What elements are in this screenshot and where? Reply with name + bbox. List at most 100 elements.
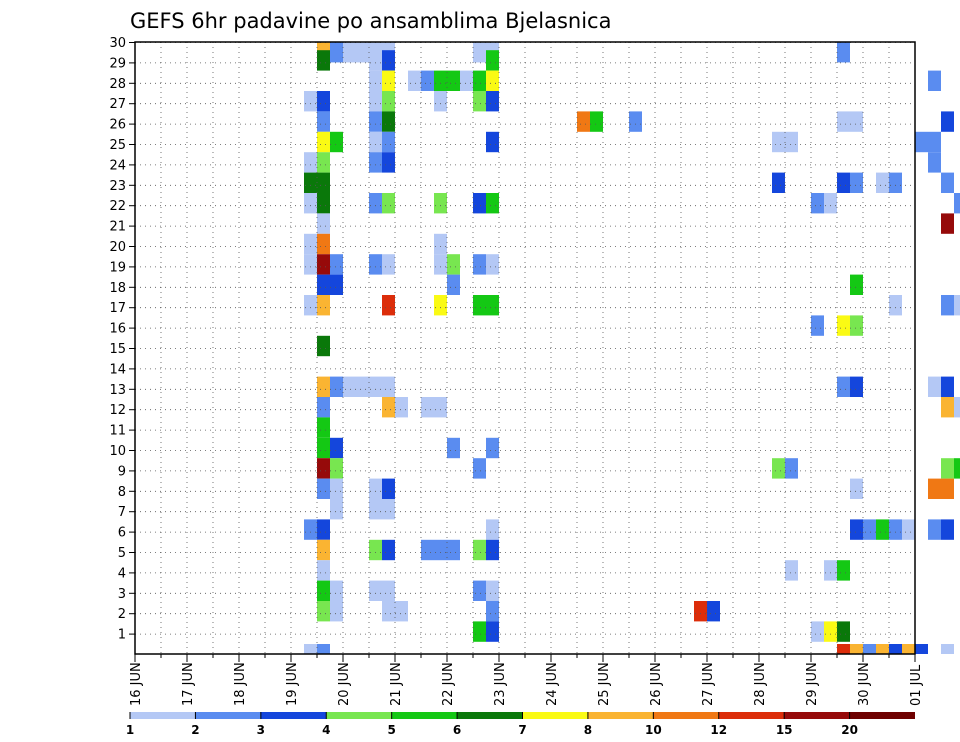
heatmap-cell <box>473 193 486 214</box>
heatmap-cell <box>317 233 330 255</box>
heatmap-cell <box>928 376 941 397</box>
heatmap-cell <box>486 70 499 91</box>
heatmap-cell <box>837 315 850 336</box>
heatmap-cell <box>330 254 343 275</box>
colorbar-label: 8 <box>584 723 592 737</box>
x-tick-label: 27 JUN <box>701 662 716 706</box>
colorbar-swatch <box>653 712 719 719</box>
heatmap-cell <box>447 437 460 459</box>
heatmap-cell <box>317 111 330 132</box>
x-tick-label: 24 JUN <box>545 662 560 706</box>
colorbar-label: 20 <box>841 723 858 737</box>
chart-title: GEFS 6hr padavine po ansamblima Bjelasni… <box>130 9 611 33</box>
heatmap-cell <box>915 644 928 654</box>
heatmap-cell <box>486 437 499 459</box>
y-tick-label: 13 <box>109 383 126 398</box>
heatmap-cell <box>317 644 330 654</box>
colorbar-label: 5 <box>387 723 395 737</box>
heatmap-cell <box>850 111 863 132</box>
heatmap-cell <box>824 621 837 642</box>
y-tick-label: 20 <box>109 240 126 255</box>
heatmap-cell <box>941 519 954 540</box>
x-tick-label: 28 JUN <box>753 662 768 706</box>
y-tick-label: 23 <box>109 179 126 194</box>
heatmap-cell <box>343 42 356 63</box>
heatmap-cell <box>941 644 954 654</box>
heatmap-cell <box>317 397 330 418</box>
heatmap-cell <box>473 580 486 601</box>
x-tick-label: 01 JUL <box>909 664 924 706</box>
heatmap-cell <box>408 70 421 91</box>
heatmap-cell <box>421 397 434 418</box>
colorbar-swatch <box>260 712 327 719</box>
heatmap-cell <box>941 295 954 316</box>
heatmap-cell <box>369 131 382 153</box>
colorbar-swatch <box>130 712 196 719</box>
heatmap-cells <box>304 42 960 654</box>
x-tick-label: 29 JUN <box>805 662 820 706</box>
x-tick-label: 26 JUN <box>649 662 664 706</box>
heatmap-cell <box>317 560 330 581</box>
heatmap-cell <box>369 152 382 173</box>
colorbar-label: 6 <box>453 723 461 737</box>
heatmap-cell <box>902 519 915 540</box>
heatmap-cell <box>486 580 499 601</box>
heatmap-cell <box>954 193 960 214</box>
heatmap-cell <box>382 478 395 499</box>
heatmap-cell <box>330 458 343 479</box>
heatmap-cell <box>330 437 343 459</box>
heatmap-cell <box>850 519 863 540</box>
heatmap-cell <box>356 42 369 63</box>
heatmap-cell <box>304 152 317 173</box>
heatmap-cell <box>317 193 330 214</box>
heatmap-cell <box>382 131 395 153</box>
y-tick-label: 22 <box>109 199 126 214</box>
heatmap-cell <box>317 376 330 397</box>
heatmap-cell <box>369 111 382 132</box>
heatmap-cell <box>837 42 850 63</box>
heatmap-cell <box>382 397 395 418</box>
y-tick-label: 29 <box>109 56 126 71</box>
heatmap-cell <box>473 621 486 642</box>
colorbar-label: 7 <box>518 723 526 737</box>
colorbar-label: 10 <box>645 723 662 737</box>
y-tick-label: 30 <box>109 36 126 51</box>
heatmap-cell <box>447 254 460 275</box>
heatmap-cell <box>343 376 356 397</box>
colorbar: 1 2 3 4 5 6 7 8 10 12 15 20 <box>126 712 915 737</box>
heatmap-cell <box>850 376 863 397</box>
heatmap-cell <box>447 274 460 295</box>
heatmap-cell <box>317 519 330 540</box>
heatmap-cell <box>902 644 915 654</box>
heatmap-cell <box>941 111 954 132</box>
heatmap-cell <box>447 539 460 561</box>
heatmap-cell <box>330 131 343 153</box>
heatmap-cell <box>850 478 863 499</box>
y-tick-label: 17 <box>109 301 126 316</box>
heatmap-cell <box>785 131 798 153</box>
heatmap-cell <box>486 519 499 540</box>
heatmap-cell <box>486 539 499 561</box>
heatmap-cell <box>382 539 395 561</box>
heatmap-cell <box>434 70 447 91</box>
heatmap-cell <box>928 478 941 499</box>
y-tick-label: 8 <box>118 485 126 500</box>
heatmap-cell <box>369 50 382 71</box>
heatmap-cell <box>837 621 850 642</box>
heatmap-cell <box>889 519 902 540</box>
y-tick-label: 10 <box>109 444 126 459</box>
heatmap-cell <box>473 458 486 479</box>
heatmap-cell <box>317 417 330 438</box>
heatmap-cell <box>330 478 343 499</box>
heatmap-cell <box>317 295 330 316</box>
heatmap-cell <box>382 499 395 520</box>
heatmap-cell <box>369 539 382 561</box>
heatmap-cell <box>941 458 954 479</box>
heatmap-cell <box>434 254 447 275</box>
heatmap-cell <box>941 397 954 418</box>
heatmap-cell <box>369 254 382 275</box>
heatmap-cell <box>304 172 317 193</box>
heatmap-cell <box>447 70 460 91</box>
y-tick-label: 14 <box>109 362 126 377</box>
heatmap-cell <box>889 172 902 193</box>
